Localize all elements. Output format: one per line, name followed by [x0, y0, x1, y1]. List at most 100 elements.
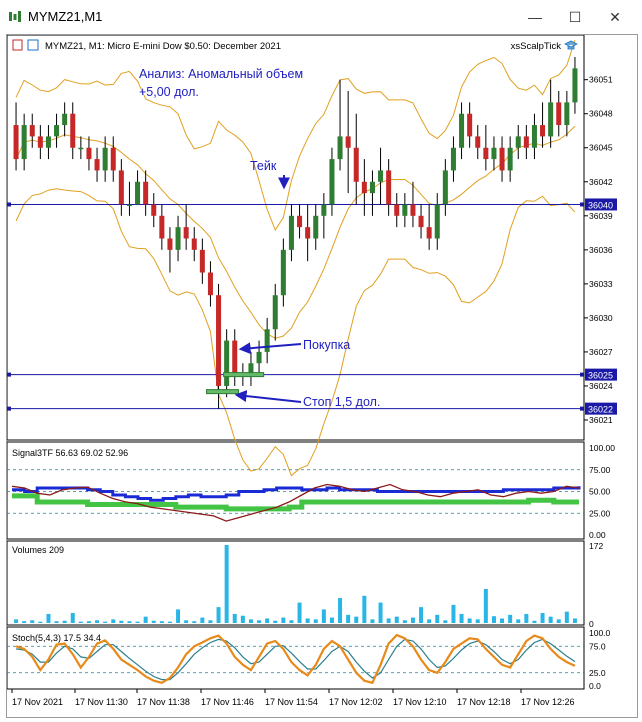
lower-band-line	[15, 188, 576, 477]
price-tick-label: 36021	[589, 415, 613, 425]
volume-bar	[248, 619, 253, 623]
chart-app-icon	[9, 11, 21, 22]
candle-body	[418, 215, 424, 228]
entry-marker	[223, 372, 265, 378]
window-titlebar: MYMZ21,M1 — ☐ ✕	[0, 0, 642, 34]
volume-bar	[329, 617, 334, 623]
signal-red-line	[11, 483, 580, 522]
candle-body	[353, 147, 359, 182]
volume-bar	[176, 609, 181, 623]
volume-bar	[475, 619, 480, 623]
stoch-label: Stoch(5,4,3) 17.5 34.4	[12, 633, 101, 643]
price-panel[interactable]	[6, 34, 585, 441]
stoch-series: 100.0 75.0 25.0 0.0	[7, 628, 611, 691]
analysis-label-line2: +5,00 дол.	[139, 85, 199, 99]
volume-bar	[62, 620, 67, 623]
volume-bar	[257, 620, 262, 623]
candle-body	[337, 136, 343, 160]
level-price-tag	[585, 402, 617, 415]
volume-panel[interactable]	[6, 540, 585, 626]
volume-bar	[548, 616, 553, 623]
candle-body	[288, 215, 294, 250]
volume-bar	[265, 618, 270, 623]
candle-body	[434, 204, 440, 239]
candle-body	[86, 147, 92, 160]
candle-body	[467, 113, 473, 137]
candle-body	[207, 272, 213, 296]
price-tick-label: 36051	[589, 75, 613, 85]
price-tick-label: 36024	[589, 381, 613, 391]
signal-series: 100.00 75.00 50.00 25.00 0.00	[7, 443, 615, 540]
volume-bar	[143, 616, 148, 623]
time-tick-label: 17 Nov 11:46	[201, 697, 254, 707]
candle-body	[94, 159, 100, 171]
level-price-tag	[585, 198, 617, 211]
volume-bar	[500, 618, 505, 623]
take-label: Тейк	[250, 159, 277, 173]
volume-bar	[394, 616, 399, 623]
signal-green-line	[12, 493, 579, 512]
volume-bar	[30, 620, 35, 623]
candle-body	[499, 147, 505, 171]
symbol-icon	[12, 39, 23, 51]
candle-body	[248, 363, 254, 375]
candle-body	[531, 125, 537, 148]
close-button[interactable]: ✕	[609, 8, 621, 25]
price-tick-label: 36033	[589, 279, 613, 289]
volume-bar	[208, 620, 213, 623]
candle-body	[556, 102, 562, 126]
time-tick-label: 17 Nov 12:10	[393, 697, 447, 707]
time-tick-label: 17 Nov 11:54	[265, 697, 318, 707]
analysis-label-line1: Анализ: Аномальный объем	[139, 67, 303, 81]
volume-bar	[410, 617, 415, 623]
stoch-tick-label: 100.0	[589, 628, 611, 638]
signal-label: Signal3TF 56.63 69.02 52.96	[12, 448, 128, 458]
stop-label: Стоп 1,5 дол.	[303, 395, 380, 409]
volume-bar	[491, 616, 496, 623]
time-tick-label: 17 Nov 12:02	[329, 697, 383, 707]
candle-body	[491, 147, 497, 160]
symbol-text: MYMZ21, M1: Micro E-mini Dow $0.50: Dece…	[45, 41, 281, 52]
candle-body	[256, 351, 262, 364]
candle-body	[110, 147, 116, 171]
volume-bar	[14, 619, 19, 623]
chart-window[interactable]: 36040 36025 36022 100.00 75.00 50.00 25.00 0.0…	[6, 34, 638, 718]
volume-bar	[167, 621, 172, 623]
candle-body	[13, 125, 19, 160]
volume-bar	[192, 621, 197, 623]
candle-body	[564, 102, 570, 126]
candle-body	[45, 136, 51, 148]
volume-bar	[232, 613, 237, 623]
volume-bar	[289, 620, 294, 623]
candle-body	[232, 340, 238, 375]
volume-bar	[540, 613, 545, 623]
volume-tick-label: 172	[589, 541, 603, 551]
minimize-button[interactable]: —	[528, 9, 542, 25]
price-tick-label: 36045	[589, 143, 613, 153]
volume-bar	[419, 607, 424, 623]
volume-bar	[572, 618, 577, 623]
stoch-tick-label: 75.0	[589, 641, 606, 651]
time-tick-label: 17 Nov 2021	[12, 697, 63, 707]
candle-body	[378, 170, 384, 182]
volume-bar	[378, 602, 383, 623]
volume-bar	[435, 614, 440, 623]
volume-bar	[38, 621, 43, 623]
candle-body	[167, 238, 173, 250]
volume-bar	[402, 620, 407, 623]
candle-body	[37, 136, 43, 148]
candle-body	[264, 329, 270, 352]
level-handle-right	[580, 406, 584, 411]
volume-bar	[46, 613, 51, 623]
candle-body	[183, 227, 189, 239]
candle-body	[459, 113, 465, 148]
axes: 36051 36048 36045 36042 36039 36036 36033 36030…	[11, 75, 613, 707]
signal-tick-label: 100.00	[589, 443, 615, 453]
candle-body	[216, 295, 222, 386]
candle-body	[540, 125, 546, 137]
level-price-label: 36040	[588, 200, 613, 210]
signal-tick-label: 50.00	[589, 487, 611, 497]
maximize-button[interactable]: ☐	[568, 8, 582, 25]
candle-body	[450, 147, 456, 171]
